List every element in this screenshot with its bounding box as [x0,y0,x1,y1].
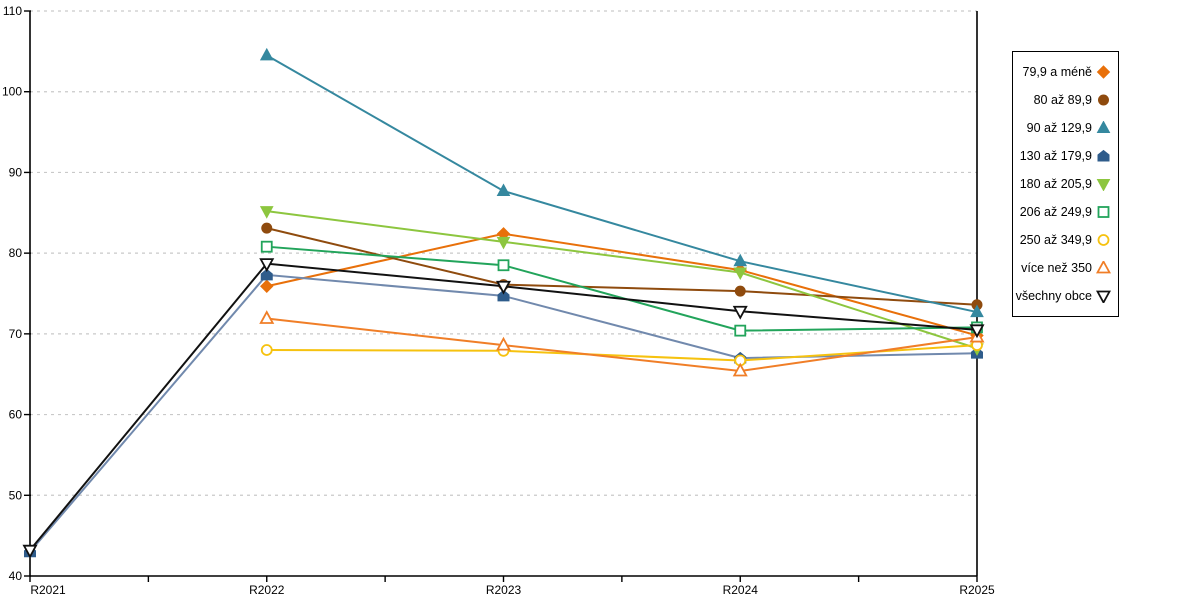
square-marker-icon [1097,206,1110,218]
data-point-s2-R2024 [733,253,748,267]
legend-item-7: více než 350 [1013,261,1118,275]
legend-label: 206 až 249,9 [1019,205,1092,219]
data-point-s8-R2025 [969,324,985,339]
y-tick-label: 80 [9,246,23,260]
triangle-up-marker-icon [1096,261,1111,274]
y-tick-label: 110 [3,4,22,18]
triangle-up-marker-icon [1096,121,1111,133]
series-line-4 [266,210,978,350]
legend-label: více než 350 [1021,261,1092,275]
legend-item-8: všechny obce [1013,289,1118,303]
data-point-s8-R2022 [259,258,275,273]
y-tick-label: 70 [9,327,23,341]
triangle-down-marker-icon [1096,290,1111,303]
data-point-s5-R2022 [260,240,273,253]
legend-item-5: 206 až 249,9 [1013,205,1118,219]
series-line-3 [29,273,978,553]
legend-item-0: 79,9 a méně [1013,65,1118,79]
data-point-s6-R2022 [260,344,273,356]
y-tick-label: 50 [9,488,23,502]
series-line-0 [266,232,978,337]
x-tick-label: R2023 [486,583,522,597]
legend-label: všechny obce [1015,289,1092,303]
legend-label: 180 až 205,9 [1019,177,1092,191]
data-point-s5-R2023 [497,259,510,272]
data-point-s8-R2021 [22,544,38,559]
legend-item-6: 250 až 349,9 [1013,233,1118,247]
legend-label: 80 až 89,9 [1033,93,1092,107]
data-point-s7-R2024 [732,362,748,377]
y-tick-label: 100 [2,85,22,99]
data-point-s7-R2022 [259,310,275,324]
data-point-s3-R2022 [260,268,273,281]
data-point-s5-R2024 [734,324,747,337]
data-point-s3-R2023 [497,289,510,302]
x-tick-label: R2021 [30,583,66,597]
circle-marker-icon [1097,234,1110,246]
circle-marker-icon [1098,94,1109,106]
legend-item-4: 180 až 205,9 [1013,177,1118,191]
series-line-6 [266,344,978,362]
x-tick-label: R2024 [723,583,759,597]
x-tick-label: R2022 [249,583,285,597]
data-point-s7-R2023 [495,336,512,351]
series-line-1 [266,227,978,306]
x-tick-label: R2025 [959,583,995,597]
house-marker-icon [1097,149,1110,162]
data-point-s4-R2023 [496,236,511,250]
legend-item-2: 90 až 129,9 [1013,121,1118,135]
data-point-s8-R2024 [732,305,748,320]
y-tick-label: 60 [9,408,23,422]
diamond-marker-icon [1096,65,1111,79]
series-line-8 [29,262,978,551]
triangle-down-marker-icon [1096,179,1111,191]
data-point-s2-R2023 [496,183,511,196]
data-point-s4-R2024 [733,267,748,281]
legend-label: 250 až 349,9 [1019,233,1092,247]
series-line-7 [266,317,978,372]
series-line-2 [266,54,978,314]
data-point-s1-R2024 [734,285,746,297]
legend: 79,9 a méně 80 až 89,9 90 až 129,9 130 až 1… [1012,51,1119,317]
legend-label: 130 až 179,9 [1019,149,1092,163]
legend-item-1: 80 až 89,9 [1013,93,1118,107]
legend-label: 90 až 129,9 [1026,121,1092,135]
legend-label: 79,9 a méně [1022,65,1093,79]
data-point-s2-R2022 [259,47,274,61]
data-point-s4-R2022 [259,206,274,219]
data-point-s1-R2022 [261,222,273,234]
legend-item-3: 130 až 179,9 [1013,149,1118,163]
data-point-s8-R2023 [495,280,512,295]
y-tick-label: 90 [9,165,23,179]
y-tick-label: 40 [9,569,23,583]
data-point-s2-R2025 [970,304,984,318]
data-point-s0-R2022 [260,279,274,293]
